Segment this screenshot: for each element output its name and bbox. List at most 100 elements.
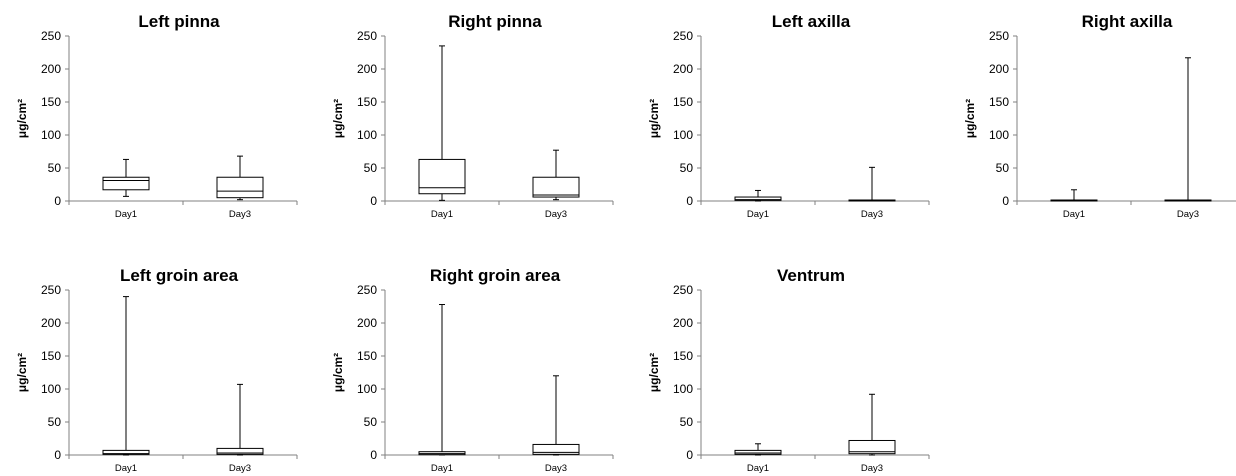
y-axis-label: μg/cm²	[15, 99, 29, 138]
iqr-box	[216, 447, 264, 455]
box-day3	[532, 375, 580, 456]
y-tick-label: 250	[41, 29, 61, 43]
y-tick-label: 200	[41, 316, 61, 330]
box-day1	[1050, 189, 1098, 202]
iqr-box	[102, 449, 150, 455]
box-day3	[1164, 57, 1212, 202]
y-axis-label: μg/cm²	[15, 353, 29, 392]
x-tick-label: Day1	[1063, 209, 1085, 220]
y-tick-label: 150	[673, 349, 693, 363]
chart-panel-2: Left axilla μg/cm² 0 50 100 150 200 250 Day1 Day3	[647, 12, 930, 220]
box-day3	[216, 155, 264, 201]
chart-panel-5: Right groin area μg/cm² 0 50 100 150 200 250 Day…	[331, 266, 614, 474]
y-axis-label: μg/cm²	[963, 99, 977, 138]
y-tick-label: 0	[370, 448, 377, 462]
y-tick-label: 150	[41, 95, 61, 109]
y-tick-label: 150	[41, 349, 61, 363]
y-tick-label: 50	[996, 161, 1010, 175]
y-tick-label: 100	[673, 128, 693, 142]
iqr-box	[418, 158, 466, 195]
y-tick-label: 0	[370, 194, 377, 208]
y-tick-label: 0	[686, 194, 693, 208]
iqr-box	[734, 449, 782, 455]
box-day1	[418, 45, 466, 201]
y-tick-label: 200	[357, 316, 377, 330]
x-tick-label: Day1	[115, 209, 137, 220]
y-tick-label: 200	[989, 62, 1009, 76]
x-tick-label: Day1	[115, 463, 137, 474]
x-tick-label: Day3	[861, 463, 883, 474]
x-tick-label: Day3	[229, 463, 251, 474]
y-tick-label: 100	[41, 128, 61, 142]
chart-title: Ventrum	[777, 266, 845, 285]
y-tick-label: 100	[989, 128, 1009, 142]
y-tick-label: 0	[686, 448, 693, 462]
box-day3	[532, 149, 580, 201]
x-tick-label: Day3	[545, 463, 567, 474]
iqr-box	[734, 196, 782, 201]
y-tick-label: 0	[54, 194, 61, 208]
y-tick-label: 250	[357, 29, 377, 43]
y-tick-label: 150	[989, 95, 1009, 109]
x-tick-label: Day1	[431, 209, 453, 220]
box-day1	[734, 189, 782, 202]
y-tick-label: 150	[357, 349, 377, 363]
y-tick-label: 250	[673, 283, 693, 297]
iqr-box	[532, 176, 580, 198]
chart-title: Left pinna	[138, 12, 220, 31]
y-tick-label: 200	[673, 316, 693, 330]
y-tick-label: 250	[673, 29, 693, 43]
y-tick-label: 150	[357, 95, 377, 109]
chart-panel-0: Left pinna μg/cm² 0 50 100 150 200 250 Day1 Day3	[15, 12, 298, 220]
x-tick-label: Day3	[545, 209, 567, 220]
x-tick-label: Day3	[1177, 209, 1199, 220]
y-axis-label: μg/cm²	[331, 353, 345, 392]
iqr-box	[102, 176, 150, 191]
y-tick-label: 0	[1002, 194, 1009, 208]
y-tick-label: 250	[41, 283, 61, 297]
chart-title: Right pinna	[448, 12, 542, 31]
chart-panel-1: Right pinna μg/cm² 0 50 100 150 200 250 Day1 Day3	[331, 12, 614, 220]
x-tick-label: Day1	[747, 209, 769, 220]
y-tick-label: 50	[48, 161, 62, 175]
iqr-box	[848, 439, 896, 455]
x-tick-label: Day1	[747, 463, 769, 474]
chart-title: Left groin area	[120, 266, 239, 285]
box-day1	[418, 304, 466, 456]
chart-panel-6: Ventrum μg/cm² 0 50 100 150 200 250 Day1 Day3	[647, 266, 930, 474]
box-day1	[102, 296, 150, 456]
y-tick-label: 200	[357, 62, 377, 76]
x-tick-label: Day3	[229, 209, 251, 220]
y-axis-label: μg/cm²	[331, 99, 345, 138]
y-tick-label: 50	[48, 415, 62, 429]
x-tick-label: Day1	[431, 463, 453, 474]
y-tick-label: 200	[673, 62, 693, 76]
chart-panel-3: Right axilla μg/cm² 0 50 100 150 200 250 Day1 Day…	[963, 12, 1236, 220]
y-axis-label: μg/cm²	[647, 353, 661, 392]
y-tick-label: 250	[989, 29, 1009, 43]
box-day3	[216, 383, 264, 456]
chart-title: Right axilla	[1082, 12, 1173, 31]
box-day1	[734, 443, 782, 456]
y-tick-label: 50	[364, 161, 378, 175]
y-tick-label: 150	[673, 95, 693, 109]
y-tick-label: 50	[364, 415, 378, 429]
y-tick-label: 50	[680, 415, 694, 429]
y-tick-label: 50	[680, 161, 694, 175]
y-tick-label: 200	[41, 62, 61, 76]
chart-title: Right groin area	[430, 266, 561, 285]
box-day1	[102, 158, 150, 197]
y-tick-label: 100	[673, 382, 693, 396]
y-tick-label: 100	[357, 128, 377, 142]
y-tick-label: 100	[41, 382, 61, 396]
iqr-box	[216, 176, 264, 199]
x-tick-label: Day3	[861, 209, 883, 220]
chart-panel-4: Left groin area μg/cm² 0 50 100 150 200 250 Day1…	[15, 266, 298, 474]
chart-title: Left axilla	[772, 12, 851, 31]
y-tick-label: 250	[357, 283, 377, 297]
y-tick-label: 0	[54, 448, 61, 462]
box-day3	[848, 166, 896, 202]
y-axis-label: μg/cm²	[647, 99, 661, 138]
iqr-box	[532, 443, 580, 455]
